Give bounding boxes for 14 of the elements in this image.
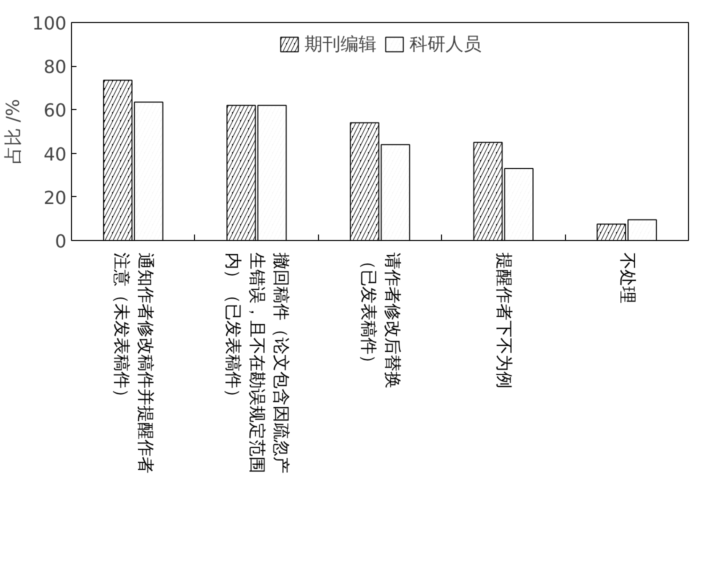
x-tick-label: 不处理 (616, 252, 637, 304)
x-tick-label: 通知作者修改稿件并提醒作者注意（未发表稿件） (111, 252, 156, 474)
x-tick-label: 提醒作者下不为例 (493, 252, 514, 388)
x-tick-label: 请作者修改后替换（已发表稿件） (358, 252, 402, 388)
y-tick-label: 20 (44, 188, 66, 209)
legend-label: 科研人员 (410, 33, 482, 56)
y-tick-label: 100 (32, 14, 67, 34)
y-tick-label: 0 (55, 232, 66, 252)
y-tick-label: 40 (44, 144, 66, 166)
x-tick-label: 撤回稿件（论文包含因疏忽产生错误，且不在勘误规定范围内）（已发表稿件） (222, 252, 291, 474)
y-tick-label: 80 (44, 57, 66, 78)
y-tick-label: 60 (44, 100, 66, 122)
y-axis-title: 占比 /% (3, 99, 24, 164)
legend-label: 期刊编辑 (304, 33, 376, 56)
